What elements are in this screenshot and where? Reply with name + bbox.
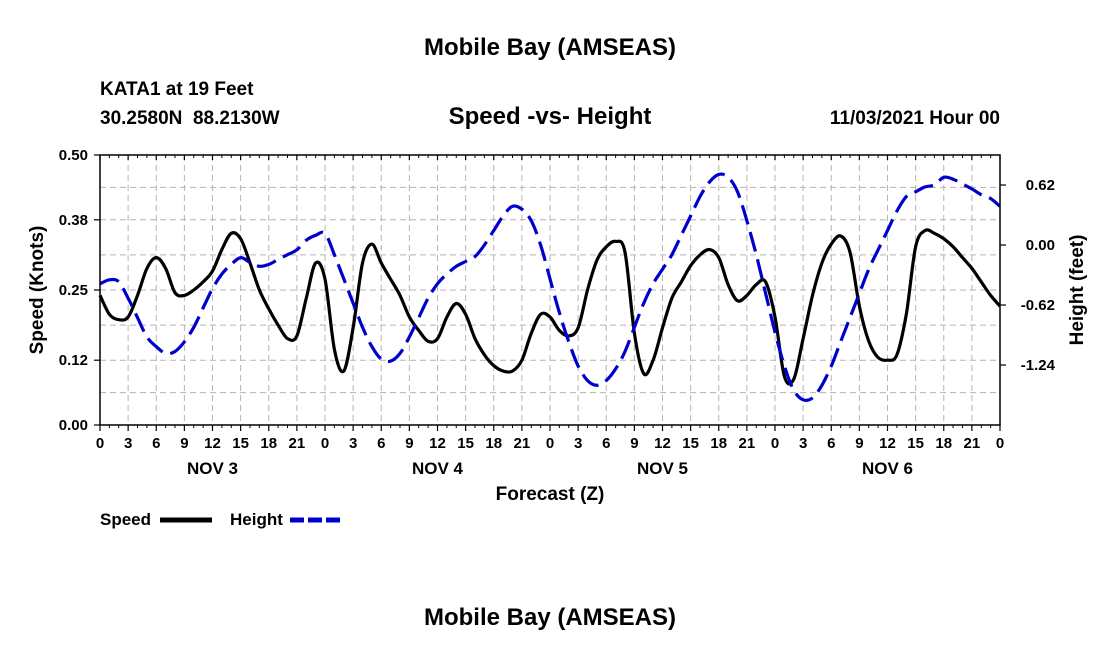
x-tick-label: 3 — [799, 435, 807, 452]
x-tick-label: 18 — [485, 435, 502, 452]
x-tick-label: 21 — [289, 435, 306, 452]
x-tick-label: 15 — [907, 435, 924, 452]
x-tick-label: 18 — [935, 435, 952, 452]
legend-height-label: Height — [230, 510, 283, 529]
y-axis-right-title: Height (feet) — [1067, 235, 1088, 346]
x-tick-label: 9 — [180, 435, 188, 452]
y-axis-right: 0.62 0.00 -0.62 -1.24 — [1000, 177, 1056, 374]
y-left-tick-label: 0.50 — [59, 147, 88, 164]
day-label: NOV 5 — [637, 459, 688, 478]
x-tick-label: 0 — [96, 435, 104, 452]
legend-speed-label: Speed — [100, 510, 151, 529]
x-tick-label: 12 — [879, 435, 896, 452]
series-line-height — [99, 172, 1002, 403]
y-left-tick-label: 0.25 — [59, 282, 88, 299]
legend: Speed Height — [100, 510, 342, 529]
y-right-tick-label: -0.62 — [1021, 297, 1055, 314]
day-label: NOV 3 — [187, 459, 238, 478]
y-axis-left: 0.00 0.12 0.25 0.38 0.50 — [59, 147, 100, 434]
series-line-speed — [98, 228, 1002, 386]
x-tick-label: 12 — [204, 435, 221, 452]
x-tick-label: 9 — [630, 435, 638, 452]
day-label: NOV 6 — [862, 459, 913, 478]
x-tick-label: 18 — [260, 435, 277, 452]
series-speed — [98, 228, 1002, 386]
x-tick-label: 15 — [457, 435, 474, 452]
x-tick-label: 21 — [739, 435, 756, 452]
x-tick-label: 21 — [514, 435, 531, 452]
x-tick-label: 9 — [405, 435, 413, 452]
y-right-tick-label: -1.24 — [1021, 357, 1056, 374]
x-tick-label: 15 — [232, 435, 249, 452]
y-left-tick-label: 0.00 — [59, 417, 88, 434]
x-tick-label: 0 — [321, 435, 329, 452]
x-tick-label: 0 — [996, 435, 1004, 452]
x-tick-label: 9 — [855, 435, 863, 452]
station-coords: 30.2580N 88.2130W — [100, 108, 280, 129]
x-tick-label: 18 — [710, 435, 727, 452]
x-tick-label: 3 — [349, 435, 357, 452]
x-tick-label: 0 — [771, 435, 779, 452]
x-tick-label: 3 — [124, 435, 132, 452]
y-left-tick-label: 0.38 — [59, 212, 88, 229]
chart-main-title: Mobile Bay (AMSEAS) — [424, 34, 676, 61]
forecast-datetime: 11/03/2021 Hour 00 — [830, 108, 1000, 129]
y-right-tick-label: 0.62 — [1026, 177, 1055, 194]
grid-lines — [100, 155, 1000, 425]
x-axis: 0 3 6 9 12 15 18 21 0 3 6 9 12 15 18 21 0 3 6 9 12 15 18 21 0 3 6 9… — [96, 155, 1004, 478]
x-tick-label: 12 — [654, 435, 671, 452]
footer-title: Mobile Bay (AMSEAS) — [424, 604, 676, 631]
y-right-tick-label: 0.00 — [1026, 237, 1055, 254]
x-tick-label: 6 — [377, 435, 385, 452]
x-tick-label: 6 — [827, 435, 835, 452]
x-tick-label: 3 — [574, 435, 582, 452]
y-left-tick-label: 0.12 — [59, 352, 88, 369]
x-tick-label: 6 — [602, 435, 610, 452]
station-label: KATA1 at 19 Feet — [100, 79, 254, 100]
x-axis-title: Forecast (Z) — [496, 484, 605, 505]
x-tick-label: 21 — [964, 435, 981, 452]
chart-subtitle: Speed -vs- Height — [449, 103, 652, 130]
x-tick-label: 12 — [429, 435, 446, 452]
x-tick-label: 15 — [682, 435, 699, 452]
day-label: NOV 4 — [412, 459, 464, 478]
x-tick-label: 6 — [152, 435, 160, 452]
series-height — [99, 172, 1002, 403]
x-tick-label: 0 — [546, 435, 554, 452]
y-axis-left-title: Speed (Knots) — [27, 226, 48, 355]
